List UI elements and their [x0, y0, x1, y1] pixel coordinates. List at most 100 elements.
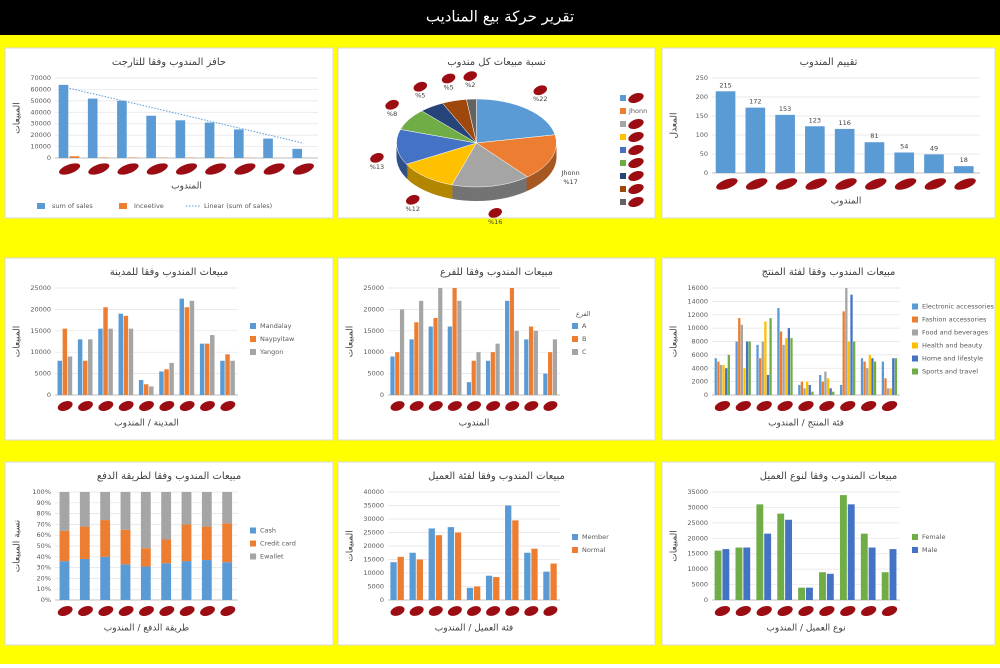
y-tick-label: 250	[696, 74, 708, 82]
bar	[725, 368, 727, 395]
legend-key	[620, 108, 626, 114]
bar	[141, 492, 151, 548]
bar	[80, 492, 90, 527]
bar	[141, 548, 151, 566]
bar	[390, 356, 394, 395]
bar	[161, 492, 171, 540]
bar	[222, 492, 232, 523]
bar	[234, 129, 244, 158]
bar	[866, 368, 868, 395]
bar	[59, 85, 69, 158]
y-tick-label: 40000	[363, 488, 384, 496]
bar	[60, 561, 70, 600]
bar	[548, 352, 552, 395]
legend-label: Ewallet	[260, 553, 284, 561]
bar	[798, 385, 800, 395]
bar	[169, 363, 173, 395]
bar	[88, 99, 98, 158]
bar	[553, 339, 557, 395]
bar	[263, 139, 273, 158]
bar	[414, 322, 418, 395]
y-tick-label: 90%	[37, 499, 51, 507]
y-tick-label: 30000	[30, 120, 51, 128]
legend-label: Sports and travel	[922, 368, 978, 376]
bar	[457, 301, 461, 395]
bar	[60, 531, 70, 561]
y-tick-label: 10000	[363, 348, 384, 356]
legend-label: Normal	[582, 546, 606, 554]
bar	[848, 342, 850, 396]
y-axis-label: المبيعات	[346, 326, 356, 357]
panel	[5, 48, 333, 218]
bar	[746, 108, 766, 173]
bar	[550, 564, 556, 600]
legend-key	[912, 304, 918, 310]
bar	[756, 345, 758, 395]
y-tick-label: 0	[380, 596, 384, 604]
bar	[139, 380, 143, 395]
legend-label: C	[582, 348, 587, 356]
legend-key	[912, 343, 918, 349]
bar	[474, 587, 480, 601]
bar	[743, 368, 745, 395]
bar	[819, 572, 826, 600]
bar	[534, 331, 538, 395]
y-tick-label: 60%	[37, 531, 51, 539]
bar	[103, 307, 107, 395]
y-tick-label: 10%	[37, 585, 51, 593]
y-tick-label: 25000	[363, 284, 384, 292]
bar	[830, 388, 832, 395]
y-tick-label: 0	[704, 169, 708, 177]
bar	[161, 540, 171, 564]
legend-label: Female	[922, 533, 946, 541]
legend-label: Male	[922, 546, 937, 554]
bar	[531, 549, 537, 600]
bar	[890, 388, 892, 395]
chart-title: مبيعات المندوب وفقا لفئة العميل	[428, 471, 565, 482]
legend-label: Inceetive	[134, 202, 164, 210]
data-label: %17	[563, 178, 577, 186]
y-tick-label: 10000	[363, 569, 384, 577]
data-label: %8	[387, 110, 397, 118]
bar	[121, 492, 131, 530]
bar	[496, 344, 500, 395]
bar	[98, 329, 102, 395]
bar	[806, 382, 808, 395]
bar	[182, 492, 192, 524]
bar	[63, 329, 67, 395]
legend-key	[250, 528, 256, 534]
bar	[417, 560, 423, 601]
y-tick-label: 10000	[30, 348, 51, 356]
bar	[741, 325, 743, 395]
data-label: 153	[779, 105, 791, 113]
data-label: %22	[533, 95, 547, 103]
chart-title: تقييم المندوب	[800, 57, 858, 68]
bar	[777, 308, 779, 395]
y-tick-label: 80%	[37, 510, 51, 518]
legend-key	[620, 134, 626, 140]
bar	[759, 358, 761, 395]
bar	[222, 523, 232, 562]
chart-title: حافز المندوب وفقا للتارجت	[112, 57, 226, 68]
bar	[292, 149, 302, 158]
bar	[819, 375, 821, 395]
legend-key	[620, 121, 626, 127]
bar	[716, 91, 736, 173]
bar	[453, 288, 457, 395]
bar	[429, 528, 435, 600]
bar	[486, 361, 490, 395]
bar	[529, 327, 533, 395]
chart-title: مبيعات المندوب وفقا لطريقة الدفع	[97, 471, 241, 482]
bar	[874, 362, 876, 395]
legend-key	[620, 199, 626, 205]
y-tick-label: 200	[696, 93, 708, 101]
bar	[491, 352, 495, 395]
y-tick-label: 20000	[363, 542, 384, 550]
y-axis-label: المبيعات	[670, 326, 680, 357]
legend-label: Jhonn	[628, 107, 647, 115]
legend-key	[912, 547, 918, 553]
data-label: 81	[870, 132, 878, 140]
y-tick-label: 0	[380, 391, 384, 399]
legend-label: Naypyitaw	[260, 335, 295, 343]
legend-label: Member	[582, 533, 609, 541]
